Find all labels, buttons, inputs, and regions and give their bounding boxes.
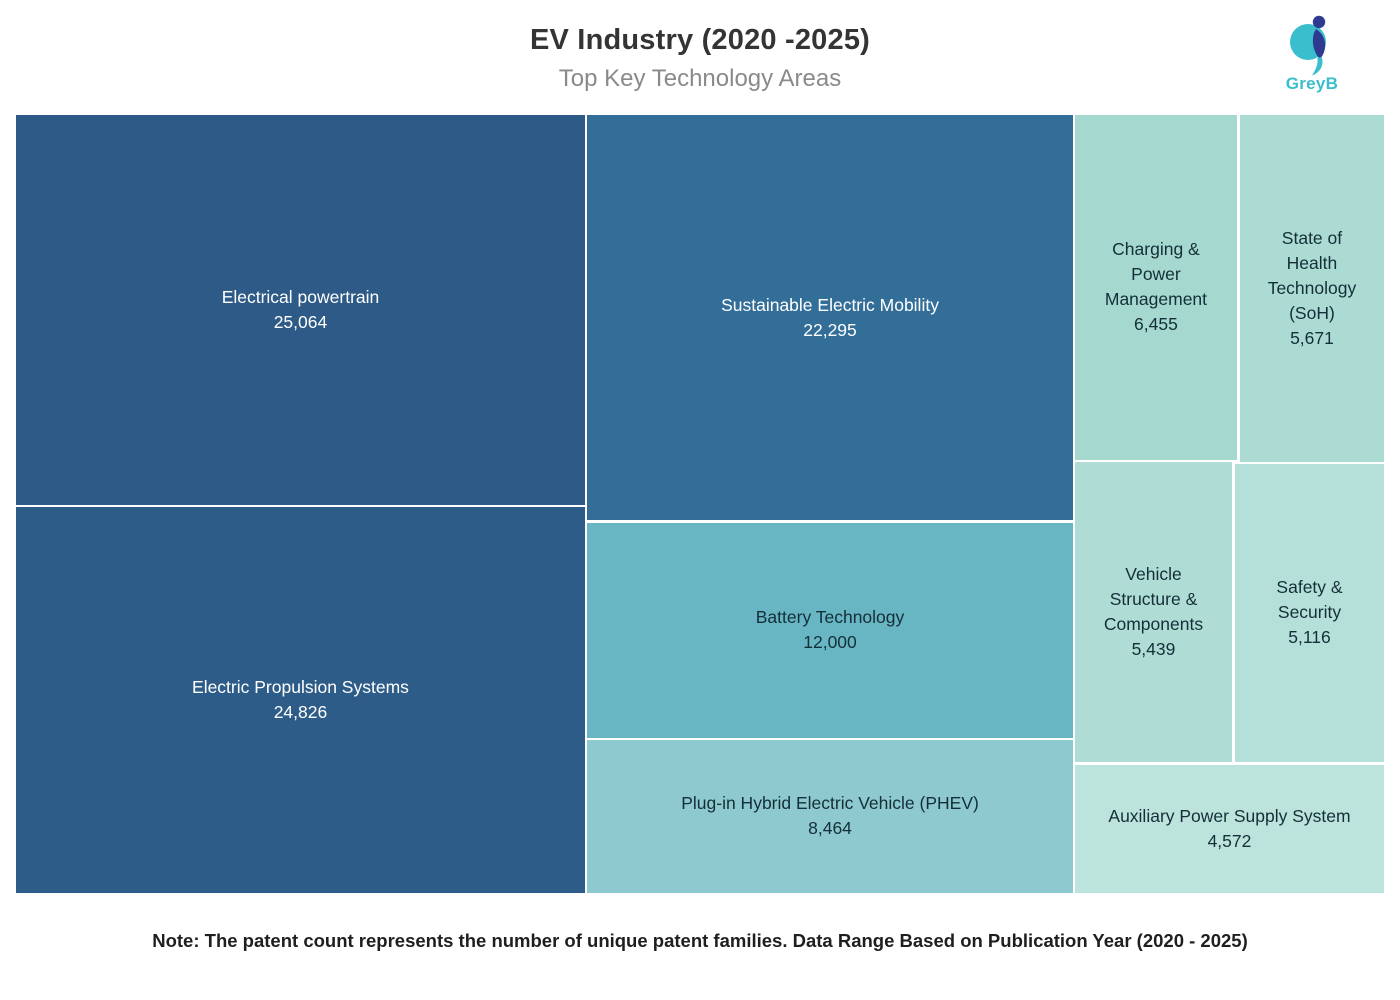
treemap-node[interactable]: Battery Technology 12,000 bbox=[587, 522, 1074, 738]
treemap-node-value: 25,064 bbox=[273, 312, 328, 332]
treemap-node-value: 5,671 bbox=[1290, 327, 1334, 348]
page-subtitle: Top Key Technology Areas bbox=[558, 65, 842, 92]
treemap-node-value: 5,439 bbox=[1131, 638, 1176, 659]
treemap-node-label: Electrical powertrain bbox=[221, 287, 380, 307]
title-block: EV Industry (2020 -2025) Top Key Technol… bbox=[0, 24, 1400, 93]
treemap-node-value: 4,572 bbox=[1207, 831, 1252, 851]
treemap-node-value: 6,455 bbox=[1134, 314, 1178, 335]
treemap-node[interactable]: Safety & Security 5,116 bbox=[1235, 464, 1384, 762]
treemap-node-value: 24,826 bbox=[273, 702, 328, 722]
treemap-node-label: Plug-in Hybrid Electric Vehicle (PHEV) bbox=[681, 793, 979, 814]
header: EV Industry (2020 -2025) Top Key Technol… bbox=[0, 0, 1400, 115]
treemap-node[interactable]: Plug-in Hybrid Electric Vehicle (PHEV) 8,… bbox=[587, 739, 1074, 893]
greyb-logo: GreyB bbox=[1274, 14, 1350, 94]
treemap-node-label: Vehicle Structure & Components bbox=[1103, 563, 1204, 634]
treemap-node[interactable]: State of Health Technology (SoH) 5,671 bbox=[1239, 115, 1384, 462]
treemap-node-value: 22,295 bbox=[803, 319, 857, 340]
treemap-node[interactable]: Vehicle Structure & Components 5,439 bbox=[1074, 461, 1232, 762]
treemap-node-label: State of Health Technology (SoH) bbox=[1267, 227, 1357, 323]
treemap-node-label: Safety & Security bbox=[1276, 577, 1343, 623]
treemap-node-label: Sustainable Electric Mobility bbox=[721, 294, 939, 315]
treemap-node-label: Auxiliary Power Supply System bbox=[1108, 806, 1351, 826]
treemap-node-label: Battery Technology bbox=[755, 607, 905, 628]
treemap-node-label: Charging & Power Management bbox=[1104, 239, 1208, 310]
treemap-node[interactable]: Auxiliary Power Supply System 4,572 bbox=[1074, 765, 1384, 893]
treemap-node[interactable]: Charging & Power Management 6,455 bbox=[1074, 115, 1237, 460]
footnote: Note: The patent count represents the nu… bbox=[152, 930, 1248, 951]
treemap-node[interactable]: Electric Propulsion Systems 24,826 bbox=[16, 507, 585, 893]
footnote-wrap: Note: The patent count represents the nu… bbox=[0, 930, 1400, 952]
page-title: EV Industry (2020 -2025) bbox=[529, 24, 871, 56]
treemap-node-value: 8,464 bbox=[808, 818, 852, 839]
treemap-node-value: 12,000 bbox=[803, 632, 857, 653]
treemap-node-value: 5,116 bbox=[1288, 627, 1331, 648]
greyb-logo-icon bbox=[1274, 14, 1350, 76]
greyb-logo-text: GreyB bbox=[1285, 74, 1339, 93]
treemap-node[interactable]: Electrical powertrain 25,064 bbox=[16, 115, 585, 505]
treemap: Electrical powertrain 25,064 Electric Prop… bbox=[16, 115, 1384, 893]
treemap-node[interactable]: Sustainable Electric Mobility 22,295 bbox=[587, 115, 1074, 521]
treemap-node-label: Electric Propulsion Systems bbox=[192, 677, 409, 697]
